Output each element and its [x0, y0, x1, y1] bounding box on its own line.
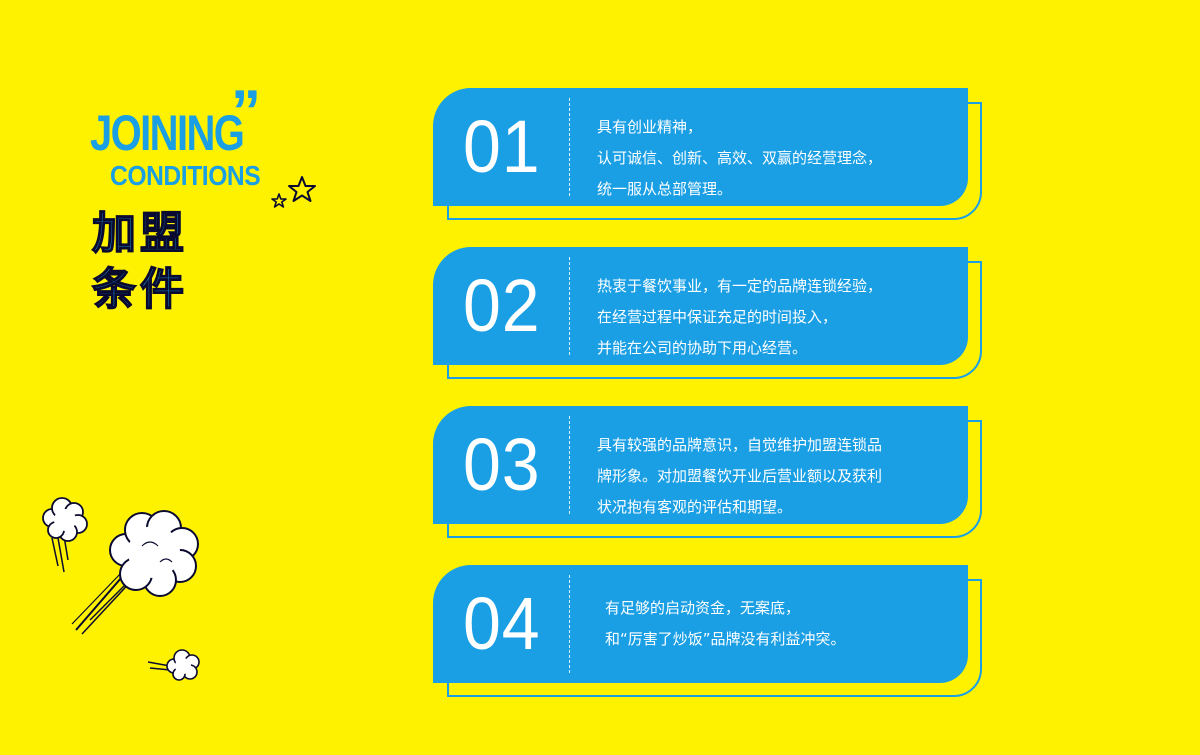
condition-number: 03 — [463, 423, 541, 506]
dashed-divider — [569, 98, 570, 196]
dashed-divider — [569, 575, 570, 673]
card-body: 04 有足够的启动资金，无案底， 和“厉害了炒饭”品牌没有利益冲突。 — [433, 565, 968, 683]
condition-number: 01 — [463, 105, 541, 188]
card-body: 02 热衷于餐饮事业，有一定的品牌连锁经验， 在经营过程中保证充足的时间投入， … — [433, 247, 968, 365]
condition-card: 02 热衷于餐饮事业，有一定的品牌连锁经验， 在经营过程中保证充足的时间投入， … — [433, 247, 982, 379]
title-english-line2: CONDITIONS — [110, 160, 261, 191]
condition-line: 牌形象。对加盟餐饮开业后营业额以及获利 — [597, 467, 883, 485]
star-icon — [288, 176, 316, 202]
condition-line: 具有创业精神， — [597, 118, 703, 136]
condition-text: 热衷于餐饮事业，有一定的品牌连锁经验， 在经营过程中保证充足的时间投入， 并能在… — [597, 271, 952, 364]
condition-text: 具有创业精神， 认可诚信、创新、高效、双赢的经营理念， 统一服从总部管理。 — [597, 112, 952, 205]
condition-card: 03 具有较强的品牌意识，自觉维护加盟连锁品 牌形象。对加盟餐饮开业后营业额以及… — [433, 406, 982, 538]
condition-line: 认可诚信、创新、高效、双赢的经营理念， — [597, 149, 883, 167]
condition-line: 和“厉害了炒饭”品牌没有利益冲突。 — [605, 630, 846, 648]
condition-line: 有足够的启动资金，无案底， — [605, 599, 801, 617]
condition-number: 04 — [463, 582, 541, 665]
dashed-divider — [569, 416, 570, 514]
condition-line: 在经营过程中保证充足的时间投入， — [597, 308, 838, 326]
condition-line: 具有较强的品牌意识，自觉维护加盟连锁品 — [597, 436, 883, 454]
cloud-puff-icon — [42, 497, 88, 573]
star-icon — [271, 193, 287, 208]
condition-card: 04 有足够的启动资金，无案底， 和“厉害了炒饭”品牌没有利益冲突。 — [433, 565, 982, 697]
quote-mark: ” — [231, 78, 261, 145]
title-chinese-line2: 条件 — [91, 264, 188, 315]
title-english-line1: JOINING — [90, 105, 245, 161]
condition-line: 并能在公司的协助下用心经营。 — [597, 339, 808, 357]
stars-decoration — [271, 176, 316, 208]
card-body: 03 具有较强的品牌意识，自觉维护加盟连锁品 牌形象。对加盟餐饮开业后营业额以及… — [433, 406, 968, 524]
section-heading: JOINING ” CONDITIONS 加盟 条件 — [88, 82, 288, 322]
condition-line: 状况抱有客观的评估和期望。 — [597, 498, 793, 516]
condition-number: 02 — [463, 264, 541, 347]
cloud-puffs-decoration — [42, 497, 200, 681]
condition-text: 有足够的启动资金，无案底， 和“厉害了炒饭”品牌没有利益冲突。 — [605, 593, 960, 655]
condition-text: 具有较强的品牌意识，自觉维护加盟连锁品 牌形象。对加盟餐饮开业后营业额以及获利 … — [597, 430, 952, 523]
dashed-divider — [569, 257, 570, 355]
condition-line: 热衷于餐饮事业，有一定的品牌连锁经验， — [597, 277, 883, 295]
condition-card: 01 具有创业精神， 认可诚信、创新、高效、双赢的经营理念， 统一服从总部管理。 — [433, 88, 982, 220]
title-chinese-line1: 加盟 — [91, 208, 188, 259]
condition-line: 统一服从总部管理。 — [597, 180, 733, 198]
card-body: 01 具有创业精神， 认可诚信、创新、高效、双赢的经营理念， 统一服从总部管理。 — [433, 88, 968, 206]
cloud-puff-icon — [147, 649, 200, 681]
cloud-puff-icon — [71, 510, 199, 635]
